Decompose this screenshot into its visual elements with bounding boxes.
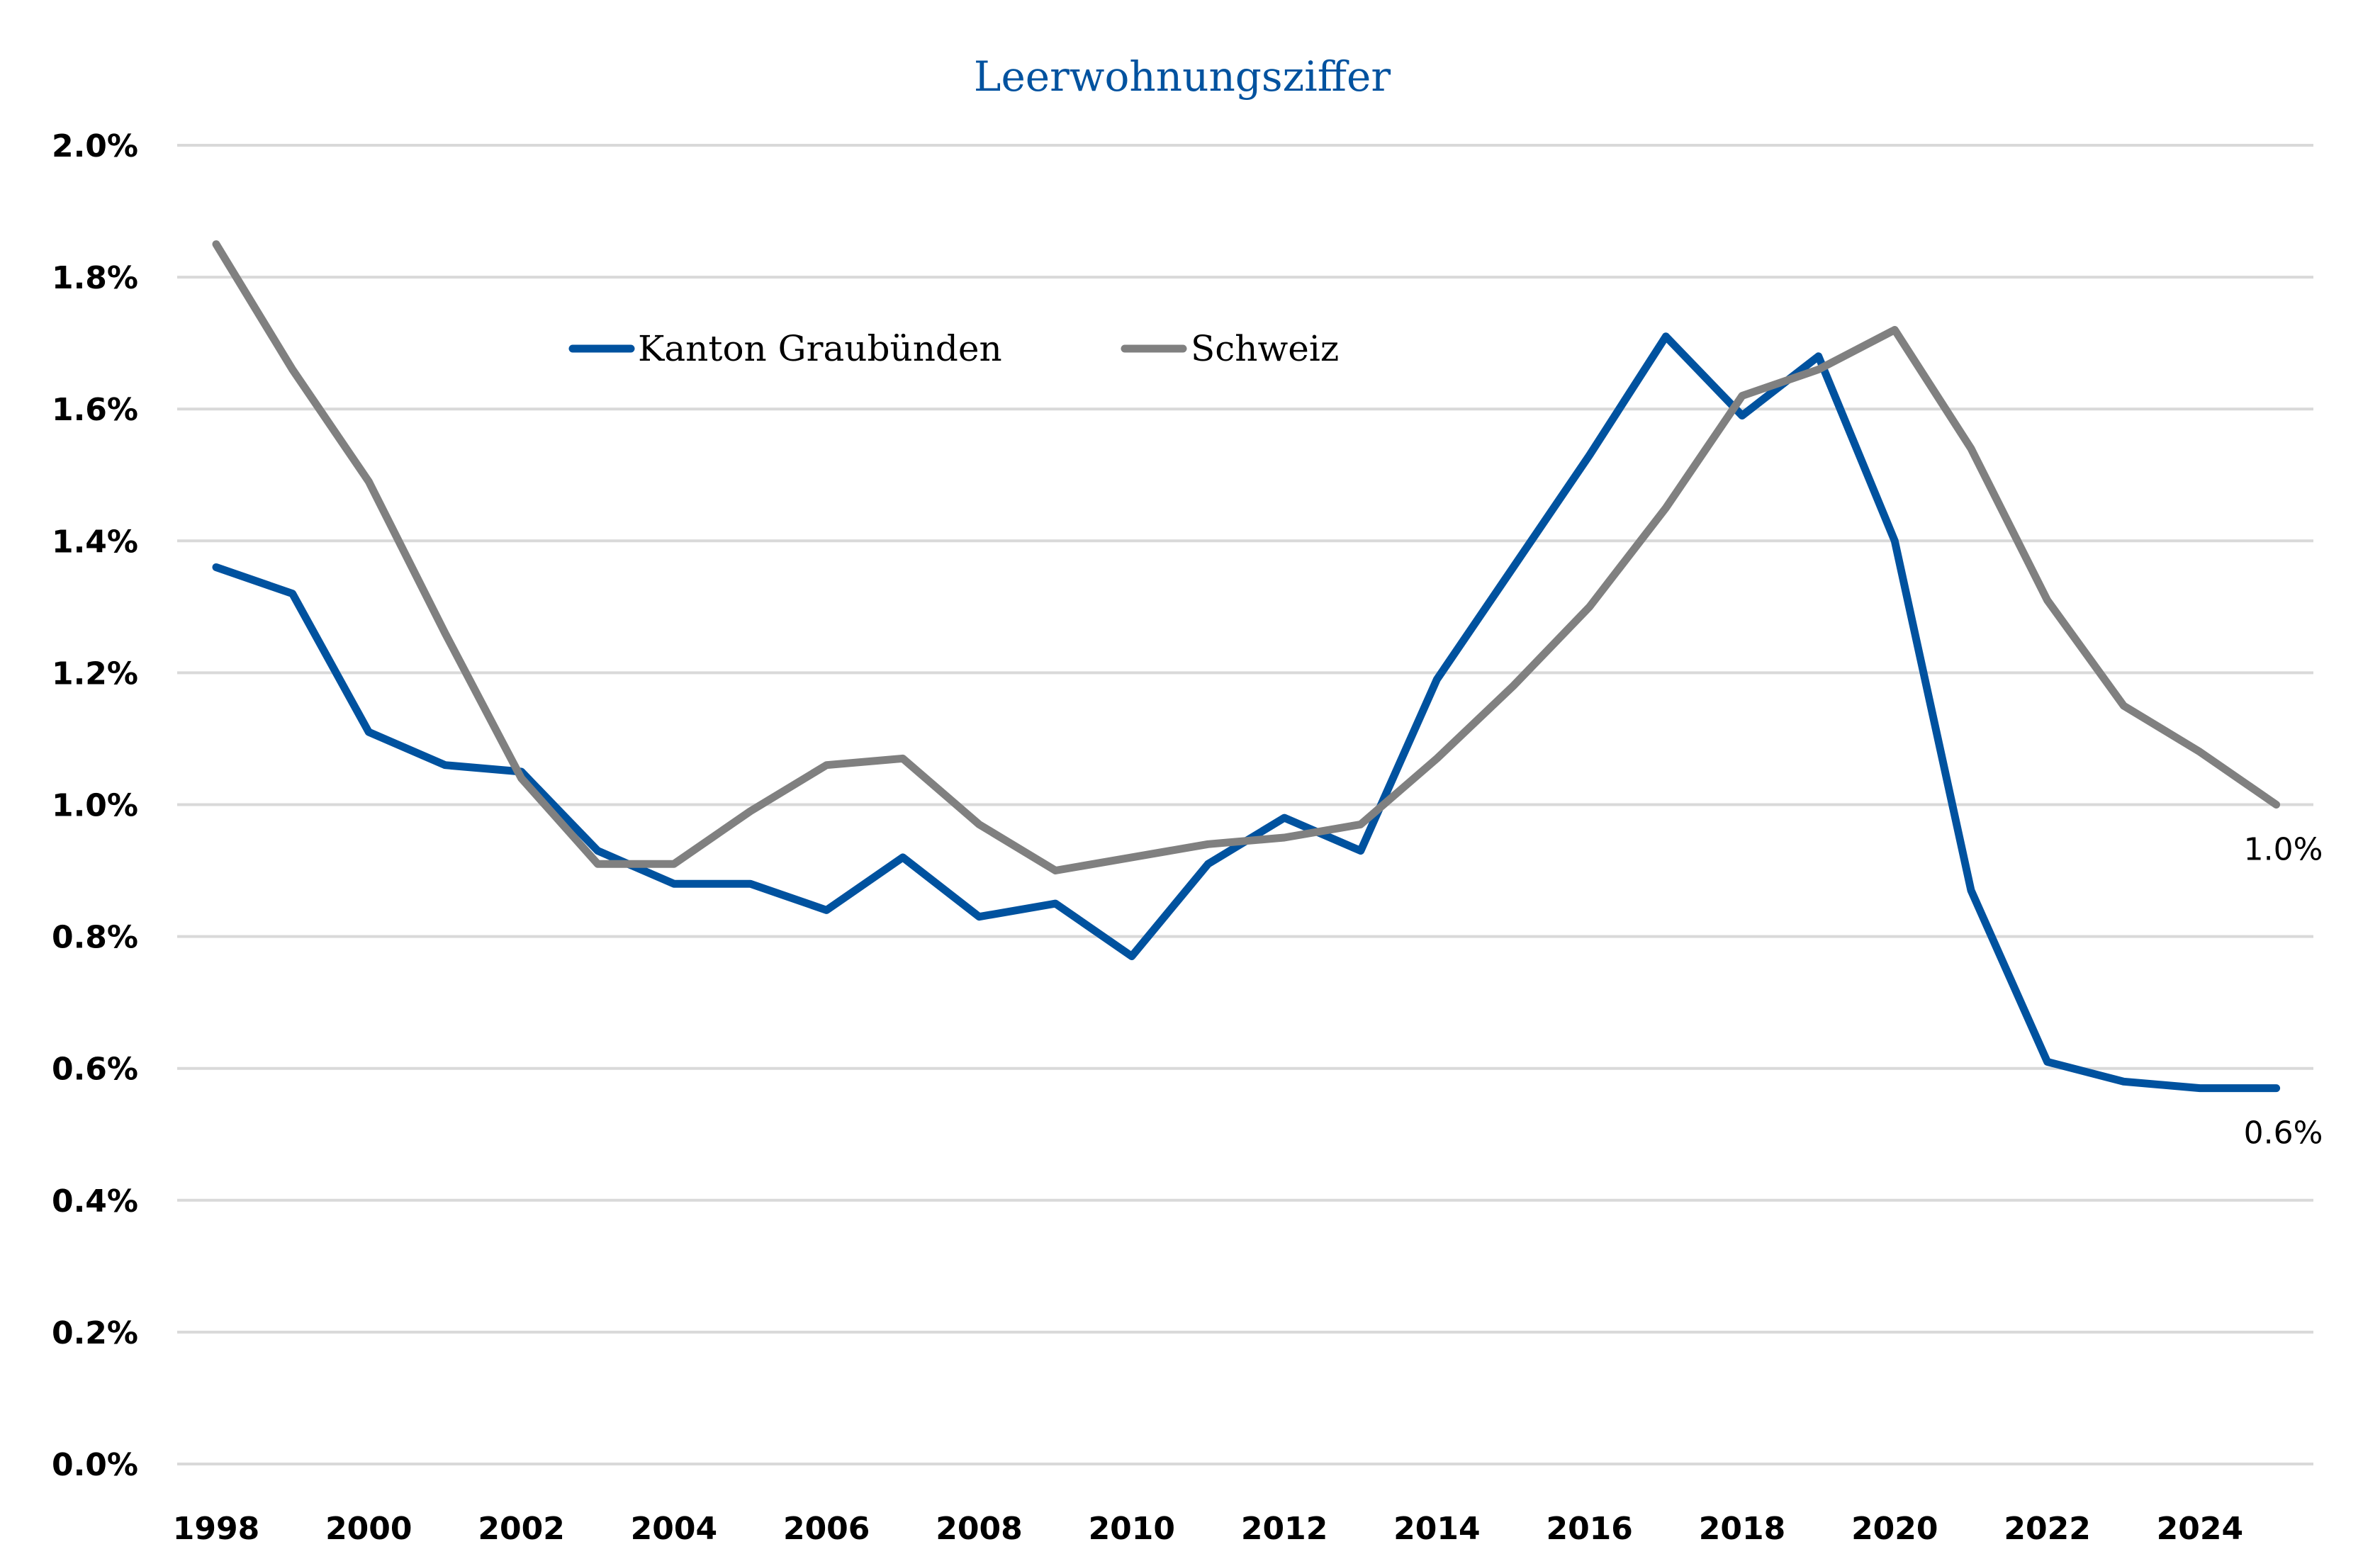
x-tick-label: 1998 <box>173 1511 259 1547</box>
x-tick-label: 2000 <box>325 1511 412 1547</box>
end-label-schweiz: 1.0% <box>2244 832 2323 868</box>
legend-label-graubuenden: Kanton Graubünden <box>638 328 1002 369</box>
x-tick-label: 2006 <box>783 1511 870 1547</box>
end-label-graubuenden: 0.6% <box>2244 1115 2323 1152</box>
x-tick-label: 2022 <box>2004 1511 2090 1547</box>
legend-label-schweiz: Schweiz <box>1191 328 1339 369</box>
y-tick-label: 0.6% <box>52 1052 138 1088</box>
y-tick-label: 1.4% <box>52 524 138 560</box>
x-tick-label: 2024 <box>2157 1511 2243 1547</box>
series-lines <box>212 240 2281 1093</box>
legend-item-graubuenden[interactable]: Kanton Graubünden <box>568 328 1002 369</box>
x-tick-label: 2004 <box>631 1511 717 1547</box>
x-tick-label: 2018 <box>1699 1511 1785 1547</box>
legend: Kanton Graubünden Schweiz <box>568 328 1339 369</box>
y-tick-label: 1.8% <box>52 260 138 296</box>
y-tick-label: 1.0% <box>52 788 138 824</box>
end-labels: 0.6% 1.0% <box>2244 832 2323 1152</box>
y-tick-label: 0.4% <box>52 1183 138 1220</box>
y-tick-label: 1.6% <box>52 392 138 428</box>
gridlines <box>177 144 2313 1465</box>
y-tick-label: 1.2% <box>52 655 138 692</box>
series-line-schweiz <box>212 240 2281 874</box>
y-tick-label: 0.8% <box>52 920 138 956</box>
chart-title: Leerwohnungsziffer <box>974 52 1391 101</box>
y-axis-ticks: 0.0% 0.2% 0.4% 0.6% 0.8% 1.0% 1.2% 1.4% 1.6% 1.8%… <box>52 128 138 1483</box>
x-tick-label: 2002 <box>478 1511 564 1547</box>
x-tick-label: 2016 <box>1546 1511 1632 1547</box>
x-tick-label: 2014 <box>1393 1511 1480 1547</box>
x-axis-ticks: 1998 2000 2002 2004 2006 2008 2010 2012 2014 2016… <box>173 1511 2243 1547</box>
legend-item-schweiz[interactable]: Schweiz <box>1121 328 1339 369</box>
x-tick-label: 2012 <box>1241 1511 1327 1547</box>
y-tick-label: 0.2% <box>52 1315 138 1351</box>
y-tick-label: 0.0% <box>52 1447 138 1483</box>
x-tick-label: 2020 <box>1851 1511 1938 1547</box>
x-tick-label: 2008 <box>936 1511 1022 1547</box>
x-tick-label: 2010 <box>1089 1511 1175 1547</box>
y-tick-label: 2.0% <box>52 128 138 164</box>
